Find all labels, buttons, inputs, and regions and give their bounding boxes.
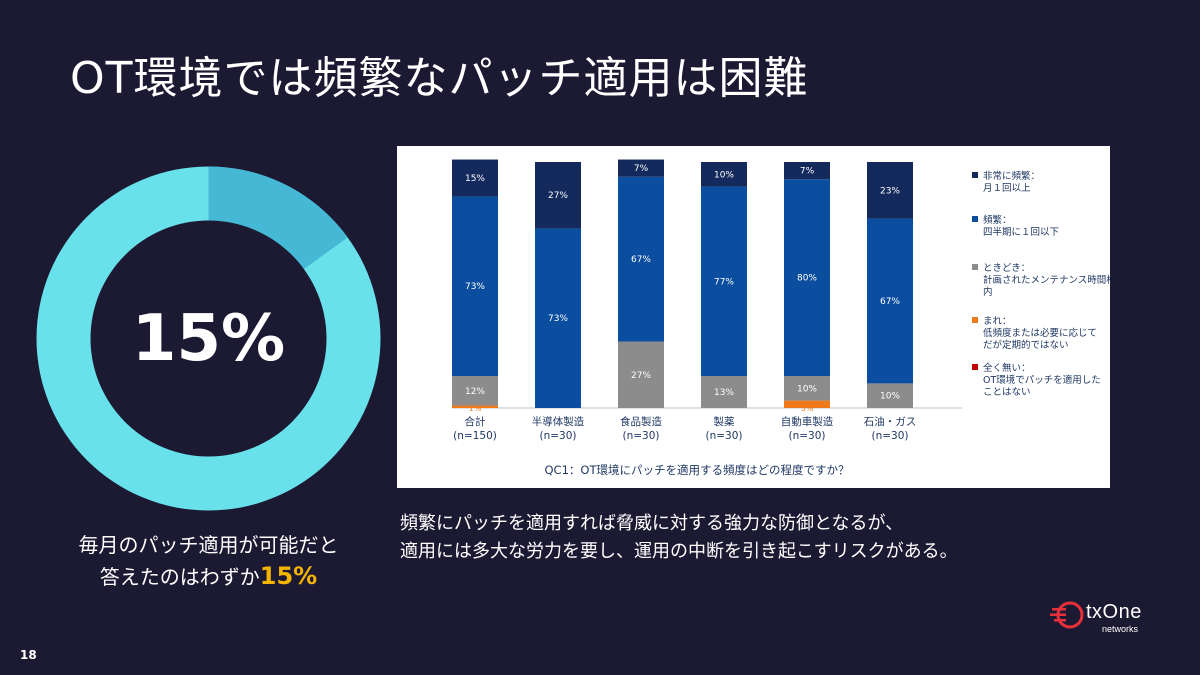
x-tick-n-label: (n=30): [539, 430, 576, 442]
bar-segment: [784, 162, 830, 180]
note-text: 頻繁にパッチを適用すれば脅威に対する強力な防御となるが、 適用には多大な労力を要…: [400, 510, 1160, 566]
legend-swatch: [972, 216, 978, 222]
legend-title: 全く無い：: [983, 362, 1031, 374]
note-line1: 頻繁にパッチを適用すれば脅威に対する強力な防御となるが、: [400, 513, 904, 534]
data-label: 15%: [465, 174, 485, 184]
x-tick-n-label: (n=30): [622, 430, 659, 442]
donut-hole: [90, 220, 327, 457]
data-label: 67%: [631, 255, 651, 265]
bar-segment: [701, 376, 747, 408]
x-tick-n-label: (n=150): [453, 430, 497, 442]
x-tick-n-label: (n=30): [871, 430, 908, 442]
slide-title: OT環境では頻繁なパッチ適用は困難: [70, 53, 809, 104]
x-tick-n-label: (n=30): [705, 430, 742, 442]
caption-line1: 毎月のパッチ適用が可能だと: [78, 533, 339, 557]
logo-sub: networks: [1102, 624, 1139, 634]
bar-segment: [618, 176, 664, 342]
data-label: 10%: [714, 170, 734, 180]
caption-highlight: 15%: [259, 562, 318, 590]
legend-title: まれ：: [983, 316, 1012, 327]
page-number: 18: [20, 648, 37, 662]
x-tick-label: 自動車製造: [781, 415, 834, 428]
data-label: 73%: [548, 314, 568, 324]
data-label: 10%: [797, 384, 817, 394]
bar-segment: [784, 400, 830, 408]
data-label: 23%: [880, 186, 900, 196]
txone-logo-icon: [1050, 601, 1084, 629]
donut-highlight-segment: [208, 166, 348, 270]
legend-swatch: [972, 172, 978, 178]
x-tick-label: 合計: [465, 415, 486, 428]
legend-title: ときどき：: [983, 263, 1030, 274]
bar-segment: [535, 162, 581, 229]
stacked-bar-chart-panel: 1% 12% 73% 15% 合計 (n=150) 73% 27% 半導体製造 (n=30) 27%…: [397, 146, 1110, 488]
caption-line2-prefix: 答えたのはわずか: [99, 565, 260, 589]
data-label: 27%: [548, 191, 568, 201]
data-label: 67%: [880, 297, 900, 307]
data-label: 12%: [465, 387, 485, 397]
legend-desc: OT環境でパッチを適用した: [983, 374, 1101, 386]
chart-question: QC1：OT環境にパッチを適用する頻度はどの程度ですか？: [545, 463, 850, 477]
data-label: 10%: [880, 392, 900, 402]
data-label: 7%: [634, 164, 649, 174]
legend-swatch: [972, 364, 978, 370]
legend-title: 頻繁：: [983, 214, 1012, 226]
x-tick-label: 石油・ガス: [864, 415, 917, 428]
bar-segment: [535, 228, 581, 408]
donut-caption: 毎月のパッチ適用が可能だと 答えたのはわずか15%: [36, 530, 381, 593]
legend-title: 非常に頻繁：: [983, 170, 1040, 182]
legend-swatch: [972, 264, 978, 270]
x-tick-label: 製薬: [714, 415, 735, 428]
txone-logo: txOne networks: [1050, 600, 1160, 640]
legend-desc: 計画されたメンテナンス時間枠: [983, 274, 1110, 286]
donut-percent-label: 15%: [131, 301, 286, 376]
legend-desc: 内: [983, 286, 993, 298]
data-label: 27%: [631, 371, 651, 381]
data-label: 13%: [714, 388, 734, 398]
caption-line2: 答えたのはわずか15%: [36, 561, 381, 593]
bar-segment: [618, 341, 664, 408]
donut-ring: [36, 166, 381, 511]
data-label: 80%: [797, 274, 817, 284]
bar-segment: [618, 159, 664, 177]
bar-segment: [452, 196, 498, 377]
data-label: 77%: [714, 277, 734, 287]
bar-segment: [452, 376, 498, 406]
data-label: 1%: [469, 404, 482, 413]
legend-desc: 低頻度または必要に応じて: [983, 327, 1097, 339]
bar-segment: [867, 383, 913, 408]
legend-desc: 四半期に１回以下: [983, 226, 1059, 238]
x-tick-label: 半導体製造: [532, 415, 585, 428]
bar-segment: [452, 159, 498, 197]
bar-segment: [867, 162, 913, 219]
legend-desc: だが定期的ではない: [983, 339, 1069, 351]
legend-desc: 月１回以上: [983, 183, 1031, 194]
bar-segment: [452, 405, 498, 408]
bar-segment: [867, 218, 913, 384]
bar-segment: [701, 162, 747, 187]
logo-name: txOne: [1086, 601, 1142, 623]
donut-chart: 15%: [36, 166, 381, 511]
bar-segment: [701, 186, 747, 377]
note-line2: 適用には多大な労力を要し、運用の中断を引き起こすリスクがある。: [400, 541, 958, 562]
x-tick-label: 食品製造: [620, 415, 662, 428]
bar-segment: [784, 376, 830, 401]
x-tick-n-label: (n=30): [788, 430, 825, 442]
data-label: 7%: [800, 167, 815, 177]
bar-segment: [784, 179, 830, 377]
data-label: 3%: [801, 404, 814, 413]
legend-swatch: [972, 317, 978, 323]
legend-desc: ことはない: [983, 387, 1031, 398]
data-label: 73%: [465, 282, 485, 292]
stacked-bar-chart: 1% 12% 73% 15% 合計 (n=150) 73% 27% 半導体製造 (n=30) 27%…: [452, 159, 1110, 477]
